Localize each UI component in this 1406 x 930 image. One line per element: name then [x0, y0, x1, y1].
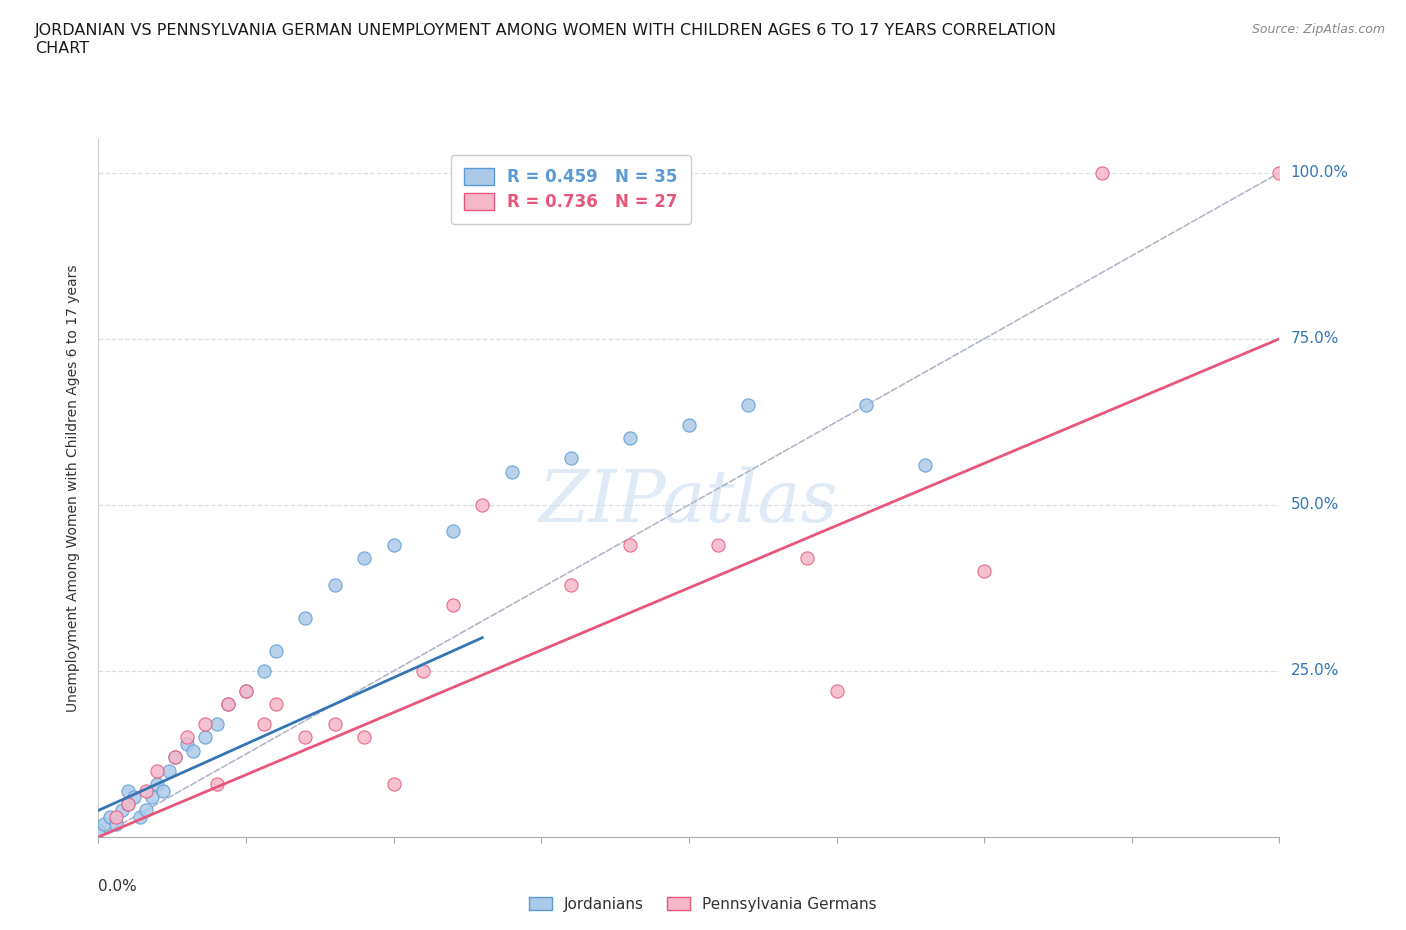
- Point: [205, 717, 228, 732]
- Point: [128, 810, 150, 825]
- Text: Source: ZipAtlas.com: Source: ZipAtlas.com: [1251, 23, 1385, 36]
- Point: [825, 684, 848, 698]
- Point: [135, 783, 157, 798]
- Y-axis label: Unemployment Among Women with Children Ages 6 to 17 years: Unemployment Among Women with Children A…: [66, 264, 80, 712]
- Point: [122, 790, 145, 804]
- Point: [217, 697, 239, 711]
- Point: [382, 777, 405, 791]
- Text: 0.0%: 0.0%: [98, 879, 138, 894]
- Point: [707, 538, 730, 552]
- Text: 100.0%: 100.0%: [1291, 166, 1348, 180]
- Point: [141, 790, 163, 804]
- Point: [973, 564, 995, 578]
- Point: [471, 498, 494, 512]
- Text: JORDANIAN VS PENNSYLVANIA GERMAN UNEMPLOYMENT AMONG WOMEN WITH CHILDREN AGES 6 T: JORDANIAN VS PENNSYLVANIA GERMAN UNEMPLO…: [35, 23, 1057, 56]
- Point: [98, 810, 121, 825]
- Point: [1268, 166, 1291, 180]
- Point: [796, 551, 818, 565]
- Point: [253, 717, 276, 732]
- Text: 50.0%: 50.0%: [1291, 498, 1339, 512]
- Point: [294, 730, 316, 745]
- Legend: Jordanians, Pennsylvania Germans: Jordanians, Pennsylvania Germans: [523, 890, 883, 918]
- Point: [855, 398, 877, 413]
- Point: [619, 431, 641, 445]
- Point: [157, 764, 180, 778]
- Point: [294, 610, 316, 625]
- Point: [194, 717, 217, 732]
- Point: [152, 783, 174, 798]
- Point: [117, 796, 139, 811]
- Point: [93, 817, 115, 831]
- Point: [323, 578, 346, 592]
- Point: [412, 663, 434, 678]
- Legend: R = 0.459   N = 35, R = 0.736   N = 27: R = 0.459 N = 35, R = 0.736 N = 27: [450, 154, 692, 224]
- Point: [165, 750, 187, 764]
- Point: [737, 398, 759, 413]
- Point: [323, 717, 346, 732]
- Point: [560, 451, 582, 466]
- Point: [146, 777, 169, 791]
- Point: [181, 743, 204, 758]
- Point: [176, 730, 198, 745]
- Text: ZIPatlas: ZIPatlas: [538, 467, 839, 538]
- Point: [87, 823, 110, 838]
- Point: [914, 458, 936, 472]
- Point: [235, 684, 257, 698]
- Point: [1091, 166, 1114, 180]
- Point: [353, 551, 375, 565]
- Point: [264, 697, 287, 711]
- Point: [235, 684, 257, 698]
- Point: [117, 796, 139, 811]
- Point: [217, 697, 239, 711]
- Point: [111, 803, 134, 817]
- Point: [619, 538, 641, 552]
- Point: [176, 737, 198, 751]
- Point: [441, 597, 464, 612]
- Point: [382, 538, 405, 552]
- Point: [194, 730, 217, 745]
- Point: [105, 810, 128, 825]
- Point: [253, 663, 276, 678]
- Point: [165, 750, 187, 764]
- Point: [678, 418, 700, 432]
- Point: [146, 764, 169, 778]
- Text: 25.0%: 25.0%: [1291, 663, 1339, 678]
- Point: [135, 803, 157, 817]
- Point: [105, 817, 128, 831]
- Point: [117, 783, 139, 798]
- Point: [353, 730, 375, 745]
- Point: [501, 464, 523, 479]
- Point: [205, 777, 228, 791]
- Point: [264, 644, 287, 658]
- Text: 75.0%: 75.0%: [1291, 331, 1339, 346]
- Point: [441, 524, 464, 538]
- Point: [560, 578, 582, 592]
